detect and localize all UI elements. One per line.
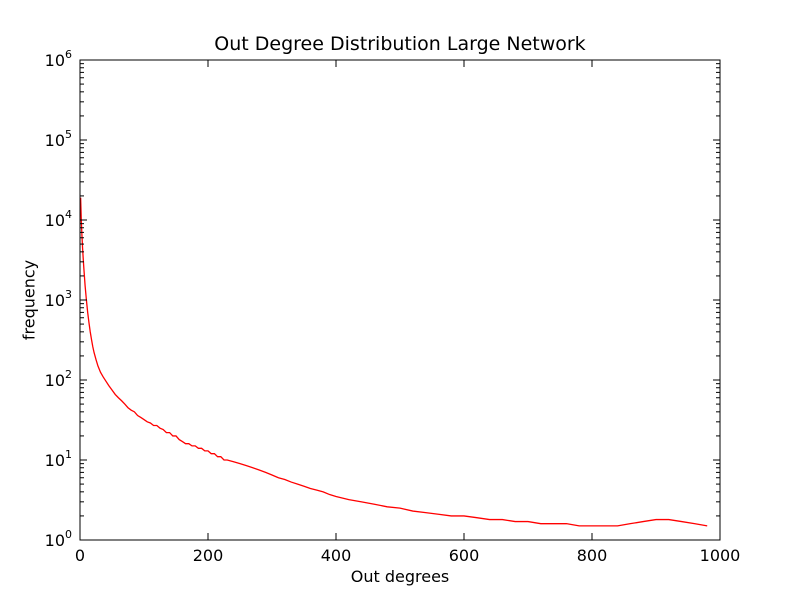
y-tick-label: 102	[45, 368, 72, 390]
series-line	[80, 197, 708, 527]
y-tick-label: 106	[45, 48, 72, 70]
x-tick-label: 200	[193, 546, 224, 565]
x-tick-label: 0	[75, 546, 85, 565]
y-tick-label: 103	[45, 288, 72, 310]
plot-frame	[79, 59, 721, 541]
x-axis-label: Out degrees	[350, 567, 450, 586]
y-tick-label: 104	[45, 208, 72, 230]
y-tick-label: 100	[45, 528, 72, 550]
y-tick-label: 101	[45, 448, 72, 470]
x-tick-label: 1000	[700, 546, 741, 565]
y-axis-label: frequency	[19, 259, 39, 341]
chart-title: Out Degree Distribution Large Network	[214, 33, 586, 55]
x-tick-label: 800	[577, 546, 608, 565]
x-tick-label: 400	[321, 546, 352, 565]
y-tick-label: 105	[45, 128, 72, 150]
x-tick-label: 600	[449, 546, 480, 565]
